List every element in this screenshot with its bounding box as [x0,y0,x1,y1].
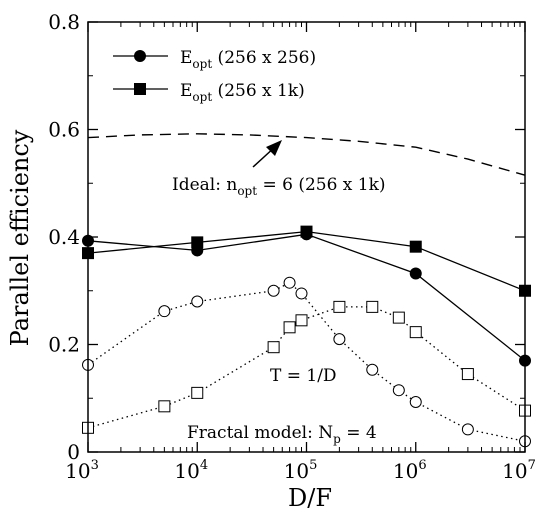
data-point-t_squares [461,368,474,381]
y-tick-label-2: 0.4 [48,225,80,249]
series-line-opt1k [87,230,526,292]
data-point-t_squares [392,311,405,324]
legend-marker-opt256 [134,50,146,62]
legend: Eopt (256 x 256) Eopt (256 x 1k) [113,48,316,104]
x-tick-base: 10 [502,459,527,483]
data-point-t_circles [191,295,204,308]
data-point-t_circles [283,276,296,289]
x-tick-exp: 7 [528,458,536,473]
x-tick-exp: 5 [309,458,317,473]
ideal-rest: = 6 (256 x 1k) [257,175,386,195]
x-tick-base: 10 [174,459,199,483]
legend-main-opt1k: E [180,81,192,101]
data-point-t_squares [267,341,280,354]
data-point-t_squares [409,326,422,339]
x-tick-label-2: 105 [284,458,318,483]
data-point-t_circles [158,305,171,318]
series-layer [82,133,531,448]
legend-sub-opt1k: opt [192,90,212,104]
y-tick-label-1: 0.2 [48,333,80,357]
legend-marker-opt1k [134,83,146,95]
x-tick-label-3: 106 [393,458,427,483]
legend-rest-opt256: (256 x 256) [212,48,316,68]
ideal-arrow-head [266,140,282,156]
y-tick-label-4: 0.8 [48,10,80,34]
data-point-t_circles [366,363,379,376]
y-tick-label-3: 0.6 [48,118,80,142]
data-point-t_circles [461,423,474,436]
series-line-t_circles [87,281,526,442]
x-tick-exp: 4 [200,458,208,473]
legend-label-opt1k: Eopt (256 x 1k) [180,81,305,104]
x-tick-base: 10 [284,459,309,483]
x-tick-label-1: 104 [174,458,208,483]
t-annotation: T = 1/D [270,366,337,386]
data-point-opt256 [409,267,422,280]
legend-sub-opt256: opt [192,57,212,71]
y-tick-label-0: 0 [67,440,80,464]
fractal-prefix: Fractal model: N [187,423,333,443]
data-point-t_circles [409,396,422,409]
data-point-opt1k [409,240,422,253]
x-tick-label-0: 103 [65,458,99,483]
data-point-t_circles [295,287,308,300]
legend-label-opt256: Eopt (256 x 256) [180,48,316,71]
data-point-t_squares [333,300,346,313]
series-line-opt256 [87,233,526,362]
fractal-rest: = 4 [341,423,377,443]
data-point-t_circles [267,284,280,297]
y-axis-title: Parallel efficiency [6,129,34,346]
data-point-t_squares [283,321,296,334]
x-axis-title: D/F [288,484,332,512]
x-tick-base: 10 [393,459,418,483]
x-tick-base: 10 [65,459,90,483]
legend-rest-opt1k: (256 x 1k) [212,81,305,101]
x-tick-exp: 6 [418,458,426,473]
data-point-t_squares [295,314,308,327]
series-line-ideal [87,133,526,176]
x-tick-label-4: 107 [502,458,536,483]
fractal-sub: p [333,432,341,446]
data-point-t_squares [191,386,204,399]
x-tick-exp: 3 [91,458,99,473]
data-point-t_squares [366,300,379,313]
data-point-t_circles [333,333,346,346]
ideal-annotation: Ideal: nopt = 6 (256 x 1k) [172,175,386,198]
annotations: Ideal: nopt = 6 (256 x 1k) T = 1/D Fract… [172,140,386,446]
data-point-t_squares [158,400,171,413]
data-point-opt1k [300,225,313,238]
fractal-annotation: Fractal model: Np = 4 [187,423,377,446]
data-point-opt1k [191,236,204,249]
data-point-t_circles [392,384,405,397]
ideal-sub: opt [237,184,257,198]
ideal-prefix: Ideal: n [172,175,237,195]
legend-main-opt256: E [180,48,192,68]
